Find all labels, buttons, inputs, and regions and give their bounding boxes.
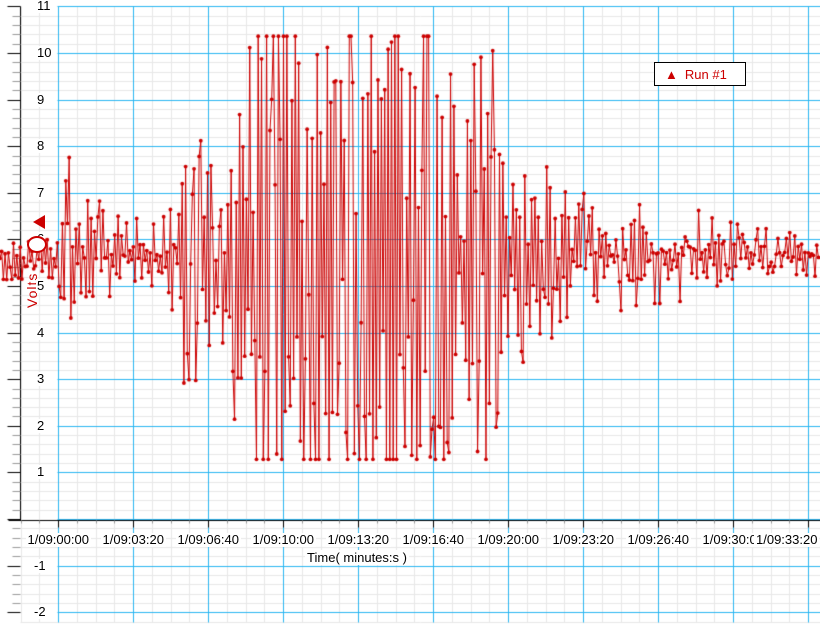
channel-marker-left-triangle-icon[interactable] (33, 215, 45, 230)
legend-series-label: Run #1 (684, 66, 727, 82)
ellipse-annotation (27, 236, 47, 254)
legend[interactable]: ▲ Run #1 (654, 62, 746, 86)
legend-series-triangle-icon: ▲ (665, 66, 678, 82)
x-axis-title: Time( minutes:s ) (305, 550, 409, 565)
y-axis-label: Volts (24, 272, 40, 308)
